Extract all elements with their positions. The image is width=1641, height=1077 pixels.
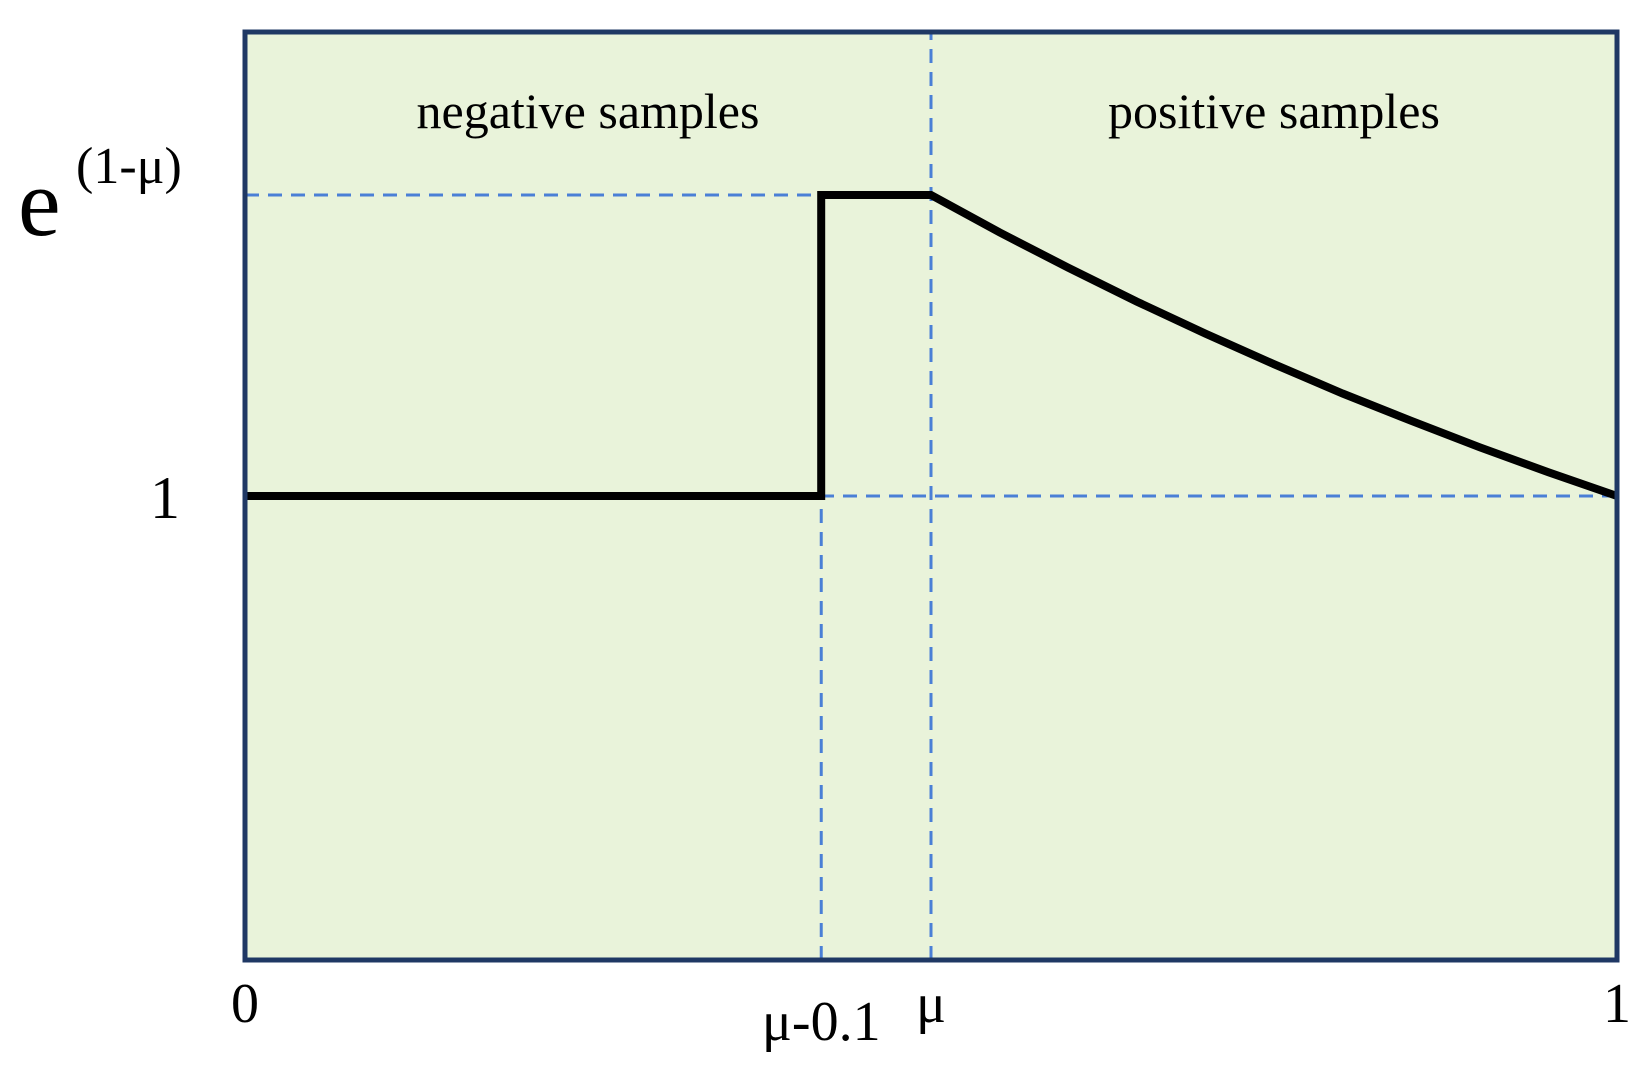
x-tick-labels: 0 μ-0.1 μ 1 <box>231 973 1631 1053</box>
y-tick-label-0: 1 <box>150 465 180 531</box>
y-tick-label-exponent-1: (1-μ) <box>76 138 182 195</box>
reference-lines <box>245 32 1617 960</box>
annotation-layer: negative samples positive samples <box>417 83 1440 139</box>
series-layer <box>245 191 1619 500</box>
annotation-right-samples: positive samples <box>1108 83 1440 139</box>
x-tick-label-0: 0 <box>231 973 259 1035</box>
x-tick-label-1: μ-0.1 <box>762 991 881 1053</box>
annotation-left-samples: negative samples <box>417 83 760 139</box>
x-tick-label-3: 1 <box>1603 973 1631 1035</box>
series-line-0 <box>245 191 1619 500</box>
plot-frame <box>242 29 1620 963</box>
x-tick-label-2: μ <box>916 973 946 1035</box>
y-tick-labels: 1 e (1-μ) <box>18 138 182 531</box>
y-tick-label-base-1: e <box>18 149 61 256</box>
